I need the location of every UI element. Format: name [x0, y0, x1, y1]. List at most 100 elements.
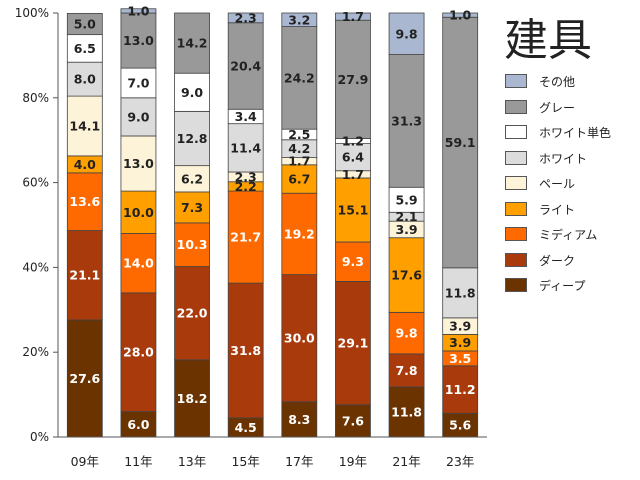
legend-swatch	[505, 227, 527, 241]
bar-segment	[227, 123, 264, 173]
data-label: 18.2	[177, 391, 208, 406]
data-label: 10.0	[123, 205, 154, 220]
legend-label: その他	[539, 75, 576, 89]
data-label: 11.2	[445, 382, 476, 397]
data-label: 3.4	[235, 109, 257, 124]
data-label: 5.9	[395, 192, 417, 207]
data-label: 14.2	[177, 36, 208, 51]
legend-swatch	[505, 201, 527, 216]
data-label: 8.3	[288, 412, 310, 427]
bar-segment	[335, 404, 371, 438]
data-label: 24.2	[284, 70, 315, 85]
data-label: 6.4	[342, 150, 364, 165]
data-label: 21.7	[230, 230, 261, 245]
bar-segment	[66, 95, 103, 157]
data-label: 3.2	[288, 12, 310, 27]
y-tick-label: 80%	[22, 91, 49, 105]
bar-segment	[335, 143, 371, 172]
data-label: 2.2	[235, 179, 257, 194]
data-label: 9.3	[342, 254, 364, 269]
data-label: 31.8	[230, 343, 261, 358]
data-label: 9.8	[395, 26, 417, 41]
bar-segment	[120, 190, 157, 234]
data-label: 14.1	[69, 118, 100, 133]
y-tick-label: 60%	[22, 176, 49, 190]
data-label: 3.9	[449, 319, 471, 334]
data-label: 9.0	[181, 85, 203, 100]
data-label: 4.0	[74, 157, 96, 172]
bar-segment	[120, 12, 157, 69]
legend-label: グレー	[539, 100, 576, 115]
bar-segment	[120, 8, 157, 14]
legend-swatch	[505, 74, 527, 88]
bar-segment	[120, 233, 157, 294]
data-label: 2.1	[395, 209, 417, 224]
legend-swatch	[505, 125, 527, 139]
data-label: 13.0	[123, 156, 154, 171]
data-label: 27.6	[69, 371, 100, 386]
data-label: 2.3	[235, 10, 257, 25]
data-label: 5.6	[449, 418, 471, 433]
data-label: 1.0	[449, 8, 471, 23]
data-label: 10.3	[177, 237, 208, 252]
data-label: 31.3	[391, 113, 422, 128]
data-label: 4.2	[288, 141, 310, 156]
bar-segment	[388, 12, 425, 55]
data-label: 22.0	[177, 306, 208, 321]
y-tick-label: 40%	[22, 260, 49, 274]
bar-segment	[66, 172, 103, 231]
legend-label: ディープ	[539, 279, 586, 293]
bar-segment	[120, 67, 157, 99]
y-tick-label: 100%	[15, 6, 49, 20]
legend-label: ライト	[539, 202, 576, 217]
x-axis: 09年 11年 13年 15年 17年 19年 21年 23年	[58, 436, 487, 469]
data-label: 7.8	[395, 363, 417, 378]
bar-segment	[66, 230, 103, 321]
data-label: 3.5	[449, 351, 471, 366]
bar-segment	[66, 61, 103, 97]
data-label: 7.6	[342, 413, 364, 428]
bar-segment	[335, 241, 371, 282]
bars	[66, 8, 479, 438]
bar-segment	[120, 411, 157, 438]
data-label: 1.7	[288, 154, 310, 169]
bar-segment	[388, 186, 425, 213]
bar-segment	[335, 12, 371, 21]
bar-segment	[66, 319, 103, 438]
legend-swatch	[505, 150, 527, 165]
x-tick-label: 23年	[446, 454, 474, 469]
x-tick-label: 21年	[392, 454, 420, 469]
data-label: 29.1	[338, 336, 369, 351]
x-tick-label: 11年	[124, 454, 152, 469]
legend-label: ホワイト単色	[539, 126, 612, 140]
bar-segment	[388, 311, 425, 355]
data-label: 21.1	[69, 268, 100, 283]
data-label: 3.9	[395, 222, 417, 237]
legend-swatch	[505, 252, 527, 267]
bar-segment	[174, 165, 210, 193]
y-axis: 0% 20% 40% 60% 80% 100%	[15, 6, 59, 444]
bar-segment	[388, 54, 425, 188]
data-label: 27.9	[338, 72, 369, 87]
data-label: 4.5	[235, 420, 257, 435]
bar-segment	[174, 72, 210, 112]
data-label: 14.0	[123, 256, 154, 271]
data-label: 2.5	[288, 127, 310, 142]
data-label: 59.1	[445, 135, 476, 150]
data-label: 11.8	[391, 404, 422, 419]
data-label: 7.3	[181, 200, 203, 215]
data-label: 12.8	[177, 131, 208, 146]
bar-segment	[66, 34, 103, 63]
data-label: 7.0	[127, 75, 149, 90]
legend-label: ミディアム	[539, 228, 598, 242]
data-label: 15.1	[338, 202, 369, 217]
data-label: 28.0	[123, 345, 154, 360]
data-label: 9.8	[395, 326, 417, 341]
data-label: 5.0	[74, 17, 96, 32]
data-labels: 27.6 21.1 13.6 4.0 14.1 8.0 6.5 5.0 6.0 28.0 14.0 1…	[69, 3, 475, 435]
data-label: 1.7	[342, 167, 364, 182]
data-label: 6.5	[74, 41, 96, 56]
data-label: 17.6	[391, 268, 422, 283]
data-label: 1.0	[127, 3, 149, 18]
